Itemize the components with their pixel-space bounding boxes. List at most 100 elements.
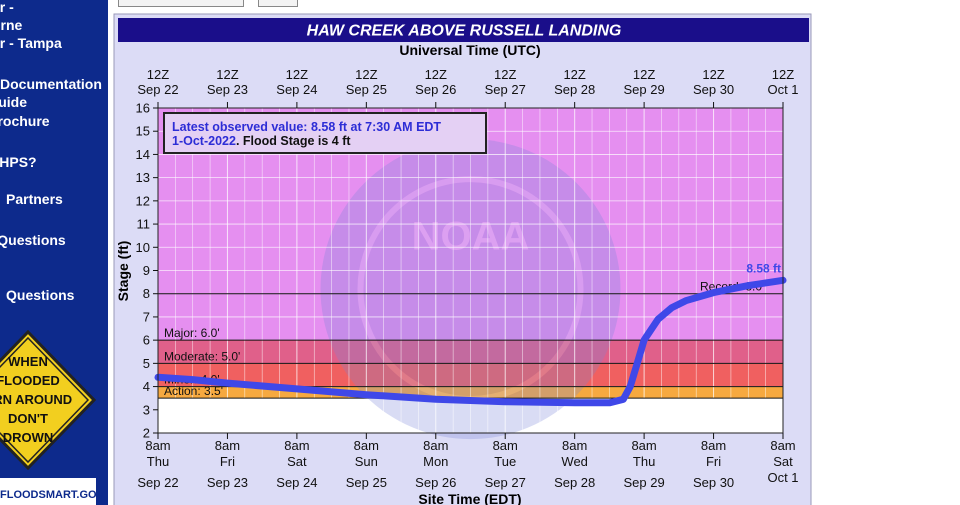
top-tick-date: Oct 1: [767, 82, 798, 97]
bottom-tick-date: Sep 23: [207, 475, 248, 490]
sidebar-link[interactable]: r Brochure: [0, 113, 50, 129]
y-tick-label: 2: [143, 426, 150, 441]
top-tick-hour: 12Z: [147, 67, 169, 82]
y-tick-label: 6: [143, 333, 150, 348]
top-tick-hour: 12Z: [563, 67, 585, 82]
bottom-tick-weekday: Mon: [423, 454, 448, 469]
top-tick-hour: 12Z: [772, 67, 794, 82]
bottom-tick-date: Sep 27: [485, 475, 526, 490]
bottom-tick-weekday: Fri: [220, 454, 235, 469]
y-tick-label: 4: [143, 379, 150, 394]
grid: [158, 108, 783, 433]
y-tick-label: 5: [143, 356, 150, 371]
y-tick-label: 15: [136, 124, 150, 139]
sidebar-link[interactable]: ar -: [0, 0, 14, 15]
top-tick-hour: 12Z: [216, 67, 238, 82]
threshold-label: Major: 6.0': [164, 326, 220, 340]
sidebar: ar - urne ar - Tampa Documentation r Gui…: [0, 0, 108, 505]
sign-line: DON'T: [8, 411, 48, 426]
y-tick-label: 3: [143, 402, 150, 417]
y-tick-label: 9: [143, 263, 150, 278]
sidebar-link[interactable]: ar - Tampa: [0, 35, 62, 51]
bottom-tick-weekday: Fri: [706, 454, 721, 469]
sidebar-link[interactable]: urne: [0, 17, 23, 33]
top-tick-date: Sep 26: [415, 82, 456, 97]
top-tick-date: Sep 27: [485, 82, 526, 97]
bottom-tick-date: Sep 29: [624, 475, 665, 490]
bottom-tick-date: Sep 22: [137, 475, 178, 490]
legend-latest-value: Latest observed value: 8.58 ft at 7:30 A…: [172, 120, 441, 134]
y-tick-label: 7: [143, 309, 150, 324]
top-tick-date: Sep 25: [346, 82, 387, 97]
sign-line: URN AROUND: [0, 392, 72, 407]
sidebar-link[interactable]: r Guide: [0, 94, 28, 110]
bottom-tick-time: 8am: [145, 438, 170, 453]
legend: Latest observed value: 8.58 ft at 7:30 A…: [163, 112, 487, 154]
title-bar: [118, 18, 809, 42]
sidebar-link[interactable]: Questions: [6, 287, 75, 303]
bottom-tick-date: Sep 25: [346, 475, 387, 490]
bottom-tick-date: Sep 24: [276, 475, 317, 490]
bottom-tick-date: Sep 30: [693, 475, 734, 490]
latest-value-label: 8.58 ft: [746, 261, 781, 275]
sign-line: DROWN: [3, 430, 54, 445]
bottom-tick-time: 8am: [493, 438, 518, 453]
sidebar-link[interactable]: ack/Questions: [0, 232, 66, 248]
y-tick-label: 12: [136, 193, 150, 208]
bottom-tick-weekday: Wed: [561, 454, 588, 469]
y-axis-title: Stage (ft): [115, 241, 131, 302]
bottom-tick-weekday: Sat: [287, 454, 307, 469]
sidebar-link[interactable]: Partners: [6, 191, 63, 207]
top-tick-date: Sep 28: [554, 82, 595, 97]
floodsmart-label: FLOODSMART.GOV: [0, 489, 104, 501]
sidebar-link[interactable]: Documentation: [0, 76, 102, 92]
sign-line: WHEN: [8, 354, 48, 369]
bottom-tick-date: Sep 28: [554, 475, 595, 490]
top-tab[interactable]: [118, 0, 244, 7]
bottom-tick-weekday: Sat: [773, 454, 793, 469]
top-tick-date: Sep 29: [624, 82, 665, 97]
bottom-tick-date: Oct 1: [767, 470, 798, 485]
bottom-tick-time: 8am: [215, 438, 240, 453]
bottom-tick-time: 8am: [354, 438, 379, 453]
bottom-tick-time: 8am: [631, 438, 656, 453]
top-tab[interactable]: [258, 0, 298, 7]
top-tick-hour: 12Z: [494, 67, 516, 82]
y-tick-label: 16: [136, 101, 150, 116]
bottom-tick-time: 8am: [770, 438, 795, 453]
legend-flood-text: . Flood Stage is 4 ft: [236, 134, 351, 148]
threshold-label: Action: 3.5': [164, 384, 223, 398]
threshold-label: Moderate: 5.0': [164, 349, 240, 363]
y-tick-label: 8: [143, 286, 150, 301]
top-tick-hour: 12Z: [633, 67, 655, 82]
chart-title: HAW CREEK ABOVE RUSSELL LANDING: [307, 23, 622, 40]
legend-flood-stage: 1-Oct-2022. Flood Stage is 4 ft: [172, 134, 351, 148]
x-axis-title: Site Time (EDT): [418, 491, 521, 505]
top-tick-date: Sep 30: [693, 82, 734, 97]
top-axis-title: Universal Time (UTC): [399, 42, 540, 58]
top-tick-hour: 12Z: [355, 67, 377, 82]
bottom-tick-time: 8am: [562, 438, 587, 453]
stage-series-line: [154, 276, 787, 407]
top-tick-hour: 12Z: [286, 67, 308, 82]
top-tick-hour: 12Z: [702, 67, 724, 82]
bottom-tick-date: Sep 26: [415, 475, 456, 490]
legend-date: 1-Oct-2022: [172, 134, 236, 148]
floodsmart-badge[interactable]: FLOODSMART.GOV: [0, 478, 104, 505]
sidebar-link[interactable]: s AHPS?: [0, 154, 37, 170]
top-tick-date: Sep 24: [276, 82, 317, 97]
bottom-tick-time: 8am: [423, 438, 448, 453]
y-tick-label: 10: [136, 240, 150, 255]
top-tick-hour: 12Z: [425, 67, 447, 82]
bottom-tick-weekday: Sun: [355, 454, 378, 469]
y-tick-label: 11: [137, 217, 151, 232]
turn-around-dont-drown-sign[interactable]: WHEN FLOODED URN AROUND DON'T DROWN: [0, 330, 96, 470]
bottom-tick-weekday: Thu: [633, 454, 655, 469]
sign-line: FLOODED: [0, 373, 60, 388]
bottom-tick-time: 8am: [701, 438, 726, 453]
y-tick-label: 13: [136, 170, 150, 185]
top-tick-date: Sep 23: [207, 82, 248, 97]
bottom-tick-weekday: Tue: [494, 454, 516, 469]
top-tick-date: Sep 22: [137, 82, 178, 97]
